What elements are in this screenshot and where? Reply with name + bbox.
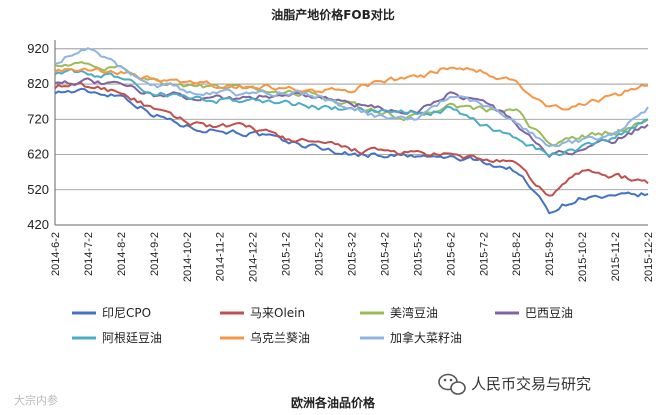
x-tick-label: 2015-12-2 <box>643 232 655 282</box>
x-tick-label: 2015-7-2 <box>478 232 490 276</box>
legend-label-4: 阿根廷豆油 <box>102 331 162 345</box>
legend-label-5: 乌克兰葵油 <box>250 330 310 345</box>
y-tick-label: 820 <box>27 76 49 91</box>
x-tick-label: 2015-11-2 <box>610 232 622 281</box>
legend-label-0: 印尼CPO <box>102 306 151 320</box>
series-lines <box>54 47 649 215</box>
x-tick-label: 2015-1-2 <box>281 232 293 276</box>
x-tick-label: 2014-10-2 <box>182 232 194 282</box>
x-tick-label: 2015-6-2 <box>445 232 457 276</box>
x-tick-label: 2014-11-2 <box>215 232 227 281</box>
watermark-right: 人民币交易与研究 <box>438 373 591 395</box>
series-line-1 <box>54 82 649 197</box>
y-tick-label: 520 <box>27 182 49 197</box>
x-tick-label: 2014-9-2 <box>149 232 161 276</box>
legend-label-3: 巴西豆油 <box>525 306 573 320</box>
x-tick-label: 2015-5-2 <box>412 232 424 276</box>
x-tick-label: 2015-9-2 <box>544 232 556 276</box>
grid-lines <box>54 40 648 226</box>
series-line-6 <box>54 47 649 148</box>
x-tick-label: 2014-7-2 <box>83 232 95 276</box>
chart-title: 油脂产地价格FOB对比 <box>271 7 395 22</box>
x-tick-label: 2015-8-2 <box>511 232 523 276</box>
chart-caption: 欧洲各油品价格 <box>291 395 376 410</box>
watermark-left: 大宗内参 <box>14 393 58 407</box>
x-tick-label: 2015-4-2 <box>379 232 391 276</box>
y-tick-label: 720 <box>27 111 49 126</box>
series-line-0 <box>54 87 649 215</box>
x-tick-label: 2015-3-2 <box>347 232 359 276</box>
y-tick-label: 920 <box>27 41 49 56</box>
x-tick-label: 2014-12-2 <box>248 232 260 282</box>
y-tick-label: 420 <box>27 217 49 232</box>
wechat-icon <box>438 373 466 395</box>
x-tick-label: 2014-6-2 <box>50 232 62 276</box>
y-axis-ticks: 420 520 620 720 820 920 <box>27 41 49 232</box>
watermark-left-text: 大宗内参 <box>14 393 58 407</box>
legend-label-1: 马来Olein <box>250 306 305 320</box>
x-axis-ticks: 2014-6-2 2014-7-2 2014-8-2 2014-9-2 2014-10-… <box>50 232 655 282</box>
legend-label-6: 加拿大菜籽油 <box>390 330 462 345</box>
watermark-right-text: 人民币交易与研究 <box>471 375 591 393</box>
x-tick-label: 2014-8-2 <box>116 232 128 276</box>
x-tick-label: 2015-2-2 <box>314 232 326 276</box>
legend-label-2: 美湾豆油 <box>390 305 438 320</box>
x-tick-label: 2015-10-2 <box>577 232 589 282</box>
y-tick-label: 620 <box>27 147 49 162</box>
series-line-5 <box>54 66 648 111</box>
